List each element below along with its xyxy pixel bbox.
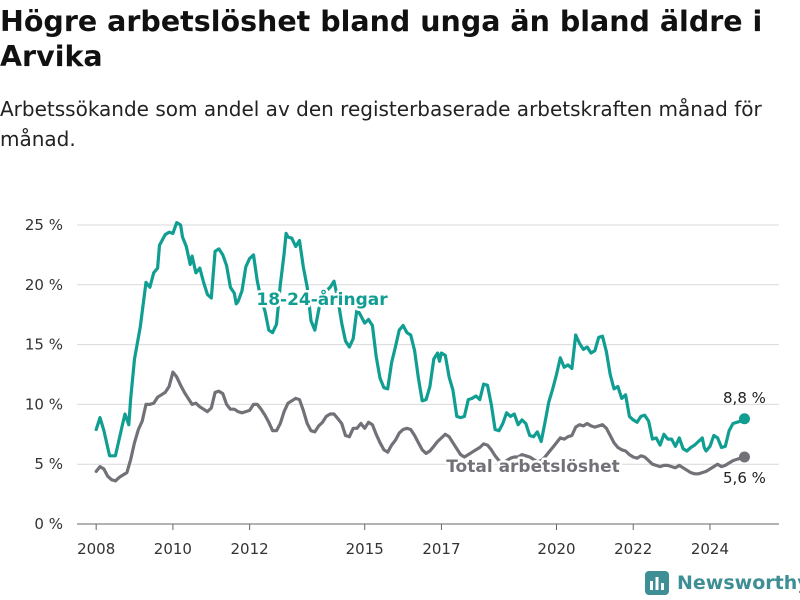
x-tick-label: 2008 [77, 540, 115, 558]
gridlines [77, 224, 779, 465]
series-end-point [738, 413, 750, 425]
x-tick-label: 2020 [537, 540, 575, 558]
x-tick-label: 2024 [691, 540, 729, 558]
series-end-label: 5,6 % [723, 469, 766, 487]
series-line [94, 221, 747, 458]
y-tick-label: 15 % [25, 336, 63, 354]
series-lines [94, 221, 750, 483]
x-axis-ticks: 2008 2010 2012 2015 2017 2020 2022 2024 [77, 524, 729, 558]
series-end-point [738, 451, 750, 463]
y-tick-label: 0 % [34, 515, 63, 533]
x-tick-label: 2017 [422, 540, 460, 558]
series-end-label: 8,8 % [723, 389, 766, 407]
newsworthy-logo-icon [645, 571, 669, 595]
y-tick-label: 20 % [25, 276, 63, 294]
chart-subtitle: Arbetssökande som andel av den registerb… [0, 97, 762, 151]
chart-title: Högre arbetslöshet bland unga än bland ä… [0, 5, 763, 73]
series-labels: 18-24-åringar Total arbetslöshet 8,8 % 5,6 … [254, 286, 766, 488]
x-tick-label: 2022 [614, 540, 652, 558]
y-axis-ticks: 0 % 5 % 10 % 15 % 20 % 25 % [25, 216, 63, 533]
series-line [94, 370, 747, 483]
y-tick-label: 25 % [25, 216, 63, 234]
y-tick-label: 5 % [34, 455, 63, 473]
x-tick-label: 2010 [154, 540, 192, 558]
series-label: 18-24-åringar [256, 288, 388, 310]
x-tick-label: 2012 [231, 540, 269, 558]
x-tick-label: 2015 [346, 540, 384, 558]
series-label: Total arbetslöshet [446, 457, 620, 477]
y-tick-label: 10 % [25, 395, 63, 413]
brand-name: Newsworthy [677, 572, 800, 594]
brand: Newsworthy [645, 568, 800, 598]
